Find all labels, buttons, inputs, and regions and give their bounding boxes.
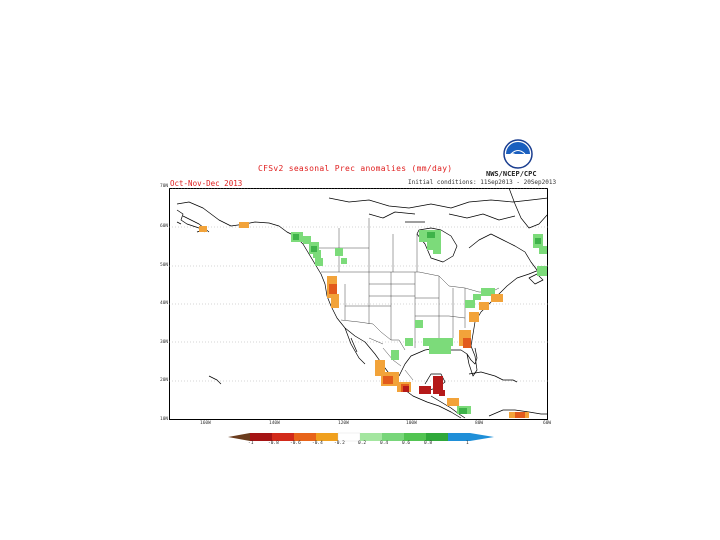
x-tick-label: 160W	[200, 421, 211, 426]
colorbar-swatch	[250, 433, 272, 441]
colorbar-label: 1	[466, 441, 469, 446]
baja	[344, 327, 366, 365]
x-tick-label: 140W	[269, 421, 280, 426]
colorbar-swatch	[316, 433, 338, 441]
y-tick-label: 50N	[160, 263, 169, 268]
y-tick-label: 70N	[160, 184, 169, 189]
colorbar-right-arrow	[470, 433, 494, 441]
newfoundland	[528, 273, 544, 285]
colorbar-swatch	[426, 433, 448, 441]
arctic-islands-2	[368, 211, 516, 223]
colorbar-swatch	[448, 433, 470, 441]
precip-anomaly-map	[169, 188, 548, 420]
colorbar-swatch	[382, 433, 404, 441]
x-tick-label: 120W	[338, 421, 349, 426]
colorbar-label: -0.4	[312, 441, 323, 446]
y-tick-label: 40N	[160, 301, 169, 306]
colorbar-swatch	[360, 433, 382, 441]
y-tick-label: 10N	[160, 417, 169, 422]
colorbar-label: 0.6	[402, 441, 411, 446]
x-tick-label: 80W	[475, 421, 484, 426]
labrador	[468, 233, 538, 271]
us-mexico-border	[340, 319, 406, 351]
alaska-coast	[176, 201, 316, 265]
colorbar-label: 0.4	[380, 441, 389, 446]
colorbar	[228, 432, 494, 442]
colorbar-swatch	[337, 432, 361, 442]
y-tick-label: 30N	[160, 340, 169, 345]
x-tick-label: 100W	[406, 421, 417, 426]
south-america-north	[488, 409, 548, 417]
forecast-period: Oct-Nov-Dec 2013	[170, 179, 243, 188]
colorbar-label: 0.8	[424, 441, 433, 446]
dry-anomalies-extreme	[403, 376, 445, 396]
colorbar-swatch	[294, 433, 316, 441]
y-tick-label: 20N	[160, 378, 169, 383]
colorbar-left-arrow	[228, 433, 250, 441]
chart-title: CFSv2 seasonal Prec anomalies (mm/day)	[258, 164, 453, 173]
gulf-coast	[398, 345, 478, 377]
agency-label: NWS/NCEP/CPC	[486, 170, 537, 178]
colorbar-label: 0.2	[358, 441, 367, 446]
west-coast	[314, 263, 462, 419]
colorbar-label: -0.8	[268, 441, 279, 446]
colorbar-swatch	[272, 433, 294, 441]
x-tick-label: 60W	[543, 421, 552, 426]
colorbar-label: -1	[248, 441, 254, 446]
greenland	[508, 188, 548, 229]
central-america	[430, 395, 466, 419]
hudson-bay	[416, 227, 458, 263]
noaa-logo-icon	[503, 139, 533, 169]
y-tick-label: 60N	[160, 224, 169, 229]
initial-conditions: Initial conditions: 11Sep2013 - 20Sep201…	[408, 179, 557, 186]
wet-anomalies-strong	[293, 232, 541, 414]
florida	[466, 347, 478, 365]
hawaii	[208, 375, 222, 385]
cuba	[468, 371, 504, 381]
arctic-islands	[328, 197, 548, 209]
colorbar-label: -0.2	[334, 441, 345, 446]
hispaniola	[503, 379, 518, 383]
colorbar-swatch	[404, 433, 426, 441]
colorbar-label: -0.6	[290, 441, 301, 446]
